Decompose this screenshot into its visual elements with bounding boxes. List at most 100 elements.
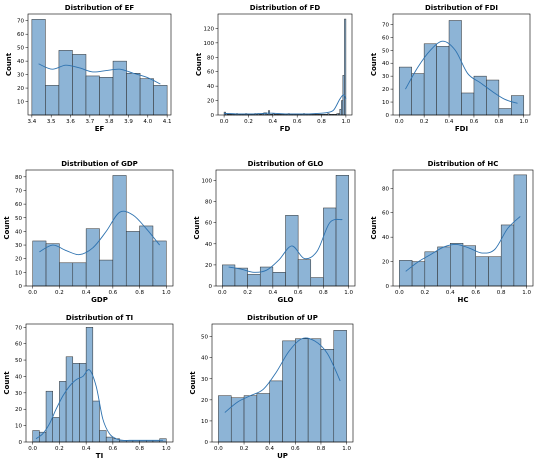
y-tick-label: 70 — [15, 188, 22, 194]
histogram-bar — [500, 224, 515, 287]
x-tick-label: 0.2 — [244, 119, 253, 125]
histogram-bar — [461, 92, 475, 116]
histogram-bar — [475, 256, 489, 287]
y-tick-label: 70 — [17, 19, 24, 25]
bars — [32, 327, 167, 443]
y-tick-label: 0 — [211, 113, 215, 119]
y-tick-label: 50 — [15, 358, 22, 364]
kde-curve — [38, 63, 161, 85]
x-tick-label: 0.2 — [55, 290, 64, 296]
histogram-bar — [344, 18, 347, 116]
panel-gdp: Distribution of GDP 0.0 0.2 0.4 0.6 0.8 1.0 0 10… — [3, 160, 174, 304]
histogram-bar — [513, 174, 527, 287]
panel-title: Distribution of FDI — [425, 4, 498, 12]
x-tick-label: 4.0 — [143, 119, 152, 125]
x-axis-label: FDI — [455, 125, 468, 133]
kde-curve — [35, 369, 163, 441]
panel-up: Distribution of UP 0.0 0.2 0.4 0.6 0.8 1.0 0 10 2… — [189, 314, 354, 460]
plot-frame — [27, 13, 172, 116]
histogram-bar — [511, 95, 525, 116]
kde-curve — [228, 218, 343, 273]
histogram-bar — [285, 215, 299, 287]
histogram-bar — [320, 349, 335, 443]
x-tick-label: 1.0 — [342, 446, 351, 452]
histogram-bar — [72, 262, 87, 287]
y-tick-label: 40 — [382, 235, 389, 241]
x-tick-label: 0.8 — [317, 119, 326, 125]
x-tick-label: 0.4 — [445, 119, 454, 125]
histogram-bar — [307, 338, 322, 443]
histogram-bar — [498, 108, 512, 116]
plot-frame — [25, 169, 174, 287]
y-tick-label: 60 — [17, 32, 24, 38]
histogram-bar — [218, 395, 232, 443]
y-tick-label: 40 — [207, 84, 214, 90]
y-axis-label: Count — [5, 52, 13, 76]
x-tick-label: 0.8 — [135, 446, 144, 452]
y-tick-label: 20 — [207, 99, 214, 105]
plot-frame — [217, 13, 353, 116]
x-tick-label: 0.2 — [240, 446, 249, 452]
y-tick-label: 30 — [15, 391, 22, 397]
y-tick-label: 0 — [386, 113, 390, 119]
y-tick-label: 10 — [17, 100, 24, 106]
y-axis-label: Count — [189, 371, 197, 395]
y-tick-label: 30 — [15, 243, 22, 249]
x-tick-label: 0.0 — [28, 446, 37, 452]
y-tick-label: 20 — [15, 407, 22, 413]
histogram-bar — [139, 78, 154, 116]
histogram-bar — [473, 75, 487, 116]
x-tick-label: 0.6 — [470, 119, 479, 125]
histogram-bar — [297, 259, 312, 287]
histogram-bar — [436, 46, 450, 116]
y-tick-label: 30 — [17, 73, 24, 79]
y-tick-label: 10 — [15, 424, 22, 430]
y-tick-label: 20 — [201, 398, 208, 404]
x-tick-label: 0.6 — [108, 446, 117, 452]
x-tick-label: 0.8 — [319, 290, 328, 296]
y-tick-label: 50 — [382, 48, 389, 54]
histogram-bar — [437, 246, 451, 287]
y-tick-label: 120 — [204, 26, 215, 32]
histogram-bar — [52, 417, 60, 443]
x-tick-label: 0.8 — [494, 119, 503, 125]
y-tick-label: 10 — [15, 270, 22, 276]
panel-title: Distribution of HC — [428, 160, 499, 168]
histogram-bar — [488, 256, 502, 287]
x-tick-label: 0.4 — [265, 446, 274, 452]
histogram-bar — [423, 43, 437, 116]
y-tick-label: 20 — [15, 257, 22, 263]
x-axis-label: GLO — [278, 296, 294, 304]
y-tick-label: 10 — [382, 100, 389, 106]
x-tick-label: 0.0 — [28, 290, 37, 296]
y-tick-label: 80 — [382, 186, 389, 192]
histogram-bar — [85, 75, 100, 116]
panel-title: Distribution of EF — [65, 4, 135, 12]
x-axis-label: GDP — [91, 296, 108, 304]
x-tick-label: 0.2 — [55, 446, 64, 452]
x-tick-label: 0.6 — [471, 290, 480, 296]
x-tick-label: 0.0 — [218, 290, 227, 296]
plot-frame — [215, 169, 356, 287]
y-tick-label: 60 — [382, 35, 389, 41]
y-tick-label: 100 — [202, 179, 213, 185]
histogram-bar — [105, 436, 114, 443]
y-axis-label: Count — [3, 371, 11, 395]
y-tick-label: 20 — [382, 260, 389, 266]
panel-title: Distribution of FD — [250, 4, 321, 12]
histogram-bar — [399, 260, 413, 287]
y-axis-label: Count — [195, 52, 203, 76]
histogram-bar — [462, 245, 476, 287]
panel-ti: Distribution of TI 0.0 0.2 0.4 0.6 0.8 1.0 0 10 2… — [3, 314, 174, 460]
kde-curve — [224, 94, 347, 115]
y-axis-label: Count — [370, 216, 378, 240]
histogram-bar — [450, 243, 464, 287]
kde-curve — [39, 210, 160, 256]
histogram-bar — [99, 77, 114, 116]
histogram-bar — [153, 85, 168, 116]
y-tick-label: 80 — [15, 175, 22, 181]
y-tick-label: 60 — [15, 342, 22, 348]
y-tick-label: 30 — [382, 74, 389, 80]
x-tick-label: 1.0 — [342, 119, 351, 125]
